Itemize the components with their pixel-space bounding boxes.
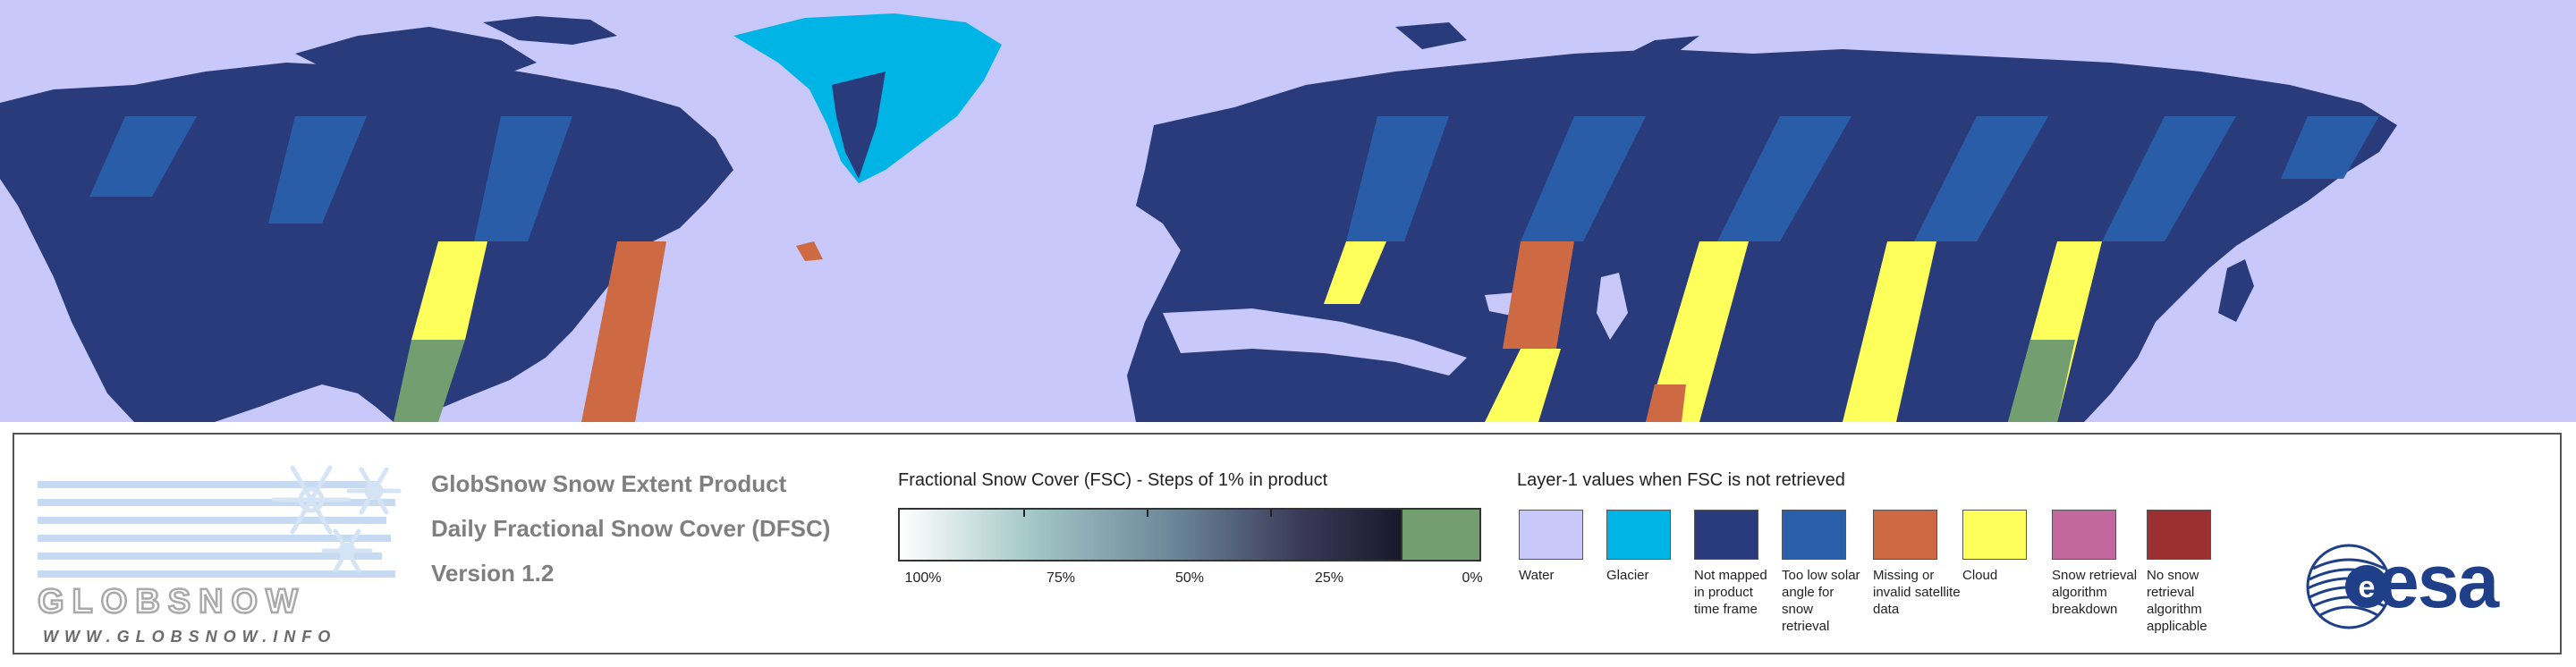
legend-swatch-water: [1519, 510, 1583, 560]
fsc-tick-label: 75%: [1046, 570, 1076, 586]
globsnow-logo: GLOBSNOW WWW.GLOBSNOW.INFO: [37, 451, 413, 647]
arctic-islands: [483, 16, 617, 45]
fsc-gradient: [900, 510, 1401, 560]
svg-text:e: e: [2359, 570, 2376, 604]
snow-cover-map: [0, 0, 2576, 422]
low-solar-angle-swaths: [89, 116, 2379, 241]
legend-swatch-missing: [1873, 510, 1937, 560]
legend-label-cloud: Cloud: [1962, 568, 1998, 583]
fsc-zero-swatch: [1401, 510, 1479, 560]
fsc-tick-label: 50%: [1174, 570, 1205, 586]
snow-free-swaths: [394, 340, 2075, 422]
fsc-tick: [1023, 510, 1025, 517]
arctic-islands: [295, 27, 537, 76]
legend-swatch-not-mapped: [1694, 510, 1758, 560]
legend-swatch-cloud: [1962, 510, 2027, 560]
logo-url: WWW.GLOBSNOW.INFO: [43, 628, 337, 646]
esa-globe-icon: e: [2306, 544, 2392, 629]
fsc-tick: [1270, 510, 1272, 517]
svalbard: [1395, 22, 1467, 49]
missing-data-swaths: [581, 241, 1686, 422]
product-title: GlobSnow Snow Extent Product: [431, 470, 787, 497]
snowflake-icon: [271, 465, 402, 573]
mediterranean-sea: [1163, 308, 1467, 376]
legend-label-water: Water: [1519, 568, 1555, 583]
legend-label-not-mapped: Not mapped in product time frame: [1694, 568, 1767, 617]
legend-label-no-algorithm: No snow retrieval algorithm applicable: [2147, 568, 2207, 634]
logo-wordmark: GLOBSNOW: [37, 582, 306, 622]
fsc-color-bar: [898, 508, 1481, 561]
novaya-zemlya: [1610, 36, 1699, 76]
legend-label-glacier: Glacier: [1606, 568, 1649, 583]
product-version: Version 1.2: [431, 560, 555, 587]
japan: [2218, 259, 2254, 322]
product-subtitle: Daily Fractional Snow Cover (DFSC): [431, 515, 831, 542]
greenland-unmapped: [832, 72, 886, 179]
fsc-tick-label: 25%: [1314, 570, 1344, 586]
legend-label-solar-angle: Too low solar angle for snow retrieval: [1782, 568, 1860, 634]
legend-swatch-no-algorithm: [2147, 510, 2211, 560]
legend-swatch-glacier: [1606, 510, 1671, 560]
legend-swatch-breakdown: [2052, 510, 2116, 560]
legend-label-missing: Missing or invalid satellite data: [1873, 568, 1961, 617]
fsc-tick-label: 100%: [904, 570, 942, 586]
fsc-tick: [1147, 510, 1148, 517]
layer-legend-title: Layer-1 values when FSC is not retrieved: [1517, 470, 1845, 490]
esa-wordmark: esa: [2377, 539, 2499, 623]
legend-swatch-solar-angle: [1782, 510, 1846, 560]
legend-label-breakdown: Snow retrieval algorithm breakdown: [2052, 568, 2138, 617]
iceland: [1082, 192, 1127, 213]
fsc-tick-label: 0%: [1462, 570, 1483, 586]
legend-panel: GLOBSNOW WWW.GLOBSNOW.INFO GlobSnow Snow…: [13, 433, 2562, 654]
caspian-sea: [1597, 273, 1628, 340]
fsc-legend-title: Fractional Snow Cover (FSC) - Steps of 1…: [898, 470, 1328, 490]
